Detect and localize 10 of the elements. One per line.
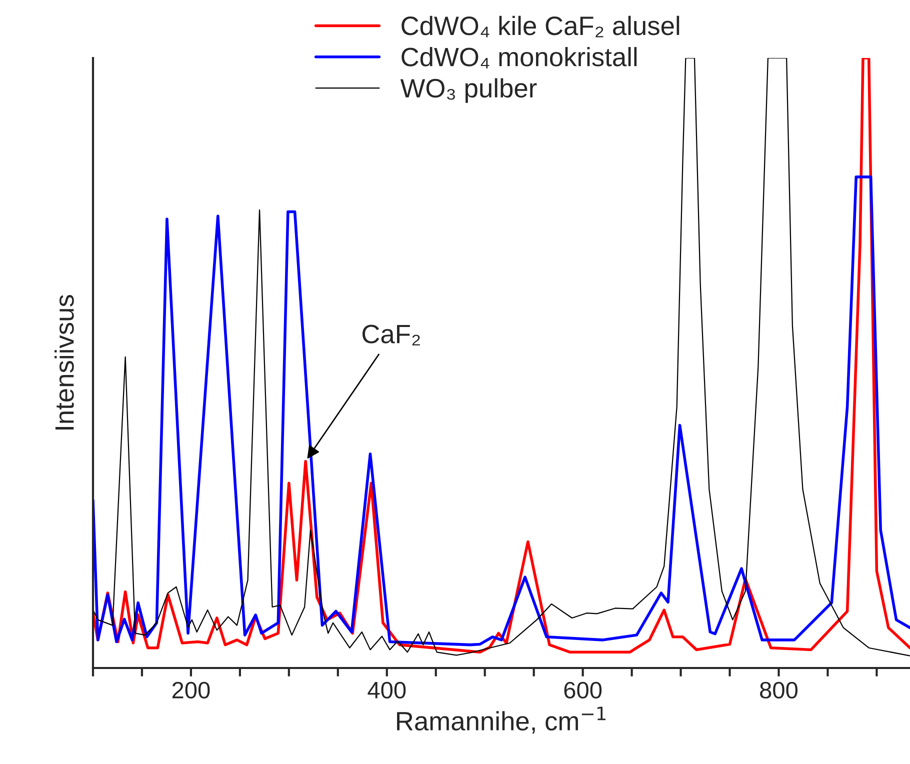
legend-label: WO₃ pulber (400, 78, 537, 103)
x-tick-label: 800 (760, 682, 798, 699)
annotation: CaF₂ (362, 324, 420, 346)
x-tick-label: 400 (368, 682, 406, 699)
x-tick-label: 200 (172, 682, 210, 699)
x-axis-title: Ramannihe, cm$^{−1}$ (397, 706, 606, 734)
y-axis-title: Intensiivsus (54, 295, 74, 430)
x-tick-label: 600 (564, 682, 602, 699)
legend-label: CdWO₄ monokristall (402, 47, 637, 68)
legend-label: CdWO₄ kile CaF₂ alusel (402, 16, 680, 38)
